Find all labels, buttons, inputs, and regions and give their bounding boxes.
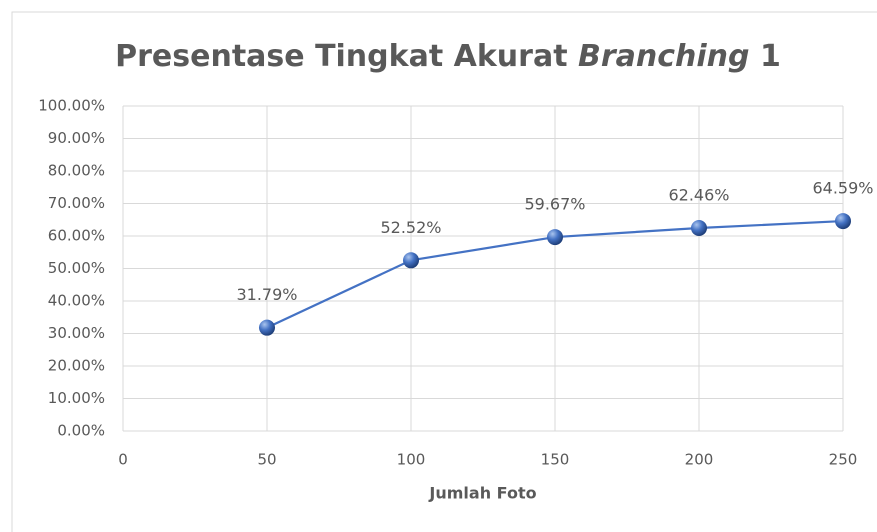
x-tick-label: 50 <box>257 451 276 469</box>
marker <box>835 213 851 230</box>
y-tick-label: 10.00% <box>48 389 105 407</box>
data-label: 59.67% <box>524 195 585 214</box>
y-tick-label: 30.00% <box>48 324 105 342</box>
x-tick-label: 150 <box>541 451 570 469</box>
chart-frame <box>11 11 877 532</box>
y-tick-label: 80.00% <box>48 162 105 180</box>
title-part: 1 <box>760 39 781 74</box>
x-tick-label: 200 <box>685 451 714 469</box>
chart-title: Presentase Tingkat Akurat Branching 1 <box>115 39 781 74</box>
marker <box>259 319 275 336</box>
x-axis-label: Jumlah Foto <box>428 484 536 503</box>
x-tick-label: 100 <box>397 451 426 469</box>
y-tick-label: 60.00% <box>48 227 105 245</box>
y-tick-label: 70.00% <box>48 194 105 212</box>
y-tick-label: 90.00% <box>48 129 105 147</box>
marker <box>547 229 563 246</box>
data-label: 52.52% <box>380 218 441 237</box>
x-tick-label: 250 <box>829 451 858 469</box>
y-tick-label: 0.00% <box>57 422 105 440</box>
data-label: 64.59% <box>812 179 873 198</box>
y-tick-label: 50.00% <box>48 259 105 277</box>
data-label: 31.79% <box>236 285 297 304</box>
y-tick-label: 20.00% <box>48 357 105 375</box>
title-part: Branching <box>578 39 750 74</box>
y-tick-label: 40.00% <box>48 292 105 310</box>
marker <box>691 220 707 237</box>
y-tick-label: 100.00% <box>38 97 105 115</box>
x-tick-label: 0 <box>118 451 128 469</box>
data-label: 62.46% <box>668 186 729 205</box>
title-part: Presentase Tingkat Akurat <box>115 39 567 74</box>
marker <box>403 252 419 269</box>
